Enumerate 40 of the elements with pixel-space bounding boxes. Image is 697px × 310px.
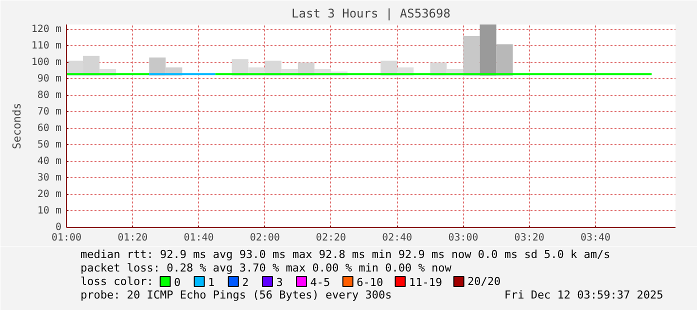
- x-tick-label: 03:40: [580, 232, 611, 244]
- y-tick-label: 60 m: [37, 122, 62, 134]
- x-tick-label: 02:40: [382, 232, 412, 244]
- x-tick-label: 03:20: [514, 232, 544, 244]
- legend-label: 0: [174, 276, 181, 289]
- chart-title: Last 3 Hours | AS53698: [292, 6, 450, 20]
- bar: [463, 36, 480, 76]
- y-tick-label: 80 m: [37, 90, 62, 101]
- text: median rtt: 92.9 ms avg 93.0 ms max 92.8 ms min 92.9 ms now 0.0 ms sd 5.0 k am/s: [80, 248, 610, 261]
- bar: [496, 44, 513, 76]
- x-tick-label: 02:00: [250, 232, 280, 244]
- text: packet loss: 0.28 % avg 3.70 % max 0.00 % min 0.00 % now: [80, 262, 452, 274]
- y-tick-label: 90 m: [37, 73, 62, 84]
- x-tick-label: 01:20: [118, 232, 148, 244]
- legend-label: 2: [242, 276, 249, 289]
- y-tick-label: 30 m: [37, 172, 62, 184]
- legend-label: 1: [208, 276, 215, 289]
- y-tick-label: 40 m: [37, 156, 62, 167]
- text: Fri Dec 12 03:59:37 2025: [504, 288, 664, 302]
- text: probe: 20 ICMP Echo Pings (56 Bytes) every 300s: [80, 288, 392, 302]
- y-tick-label: 50 m: [37, 139, 62, 150]
- x-tick-label: 02:20: [316, 232, 346, 244]
- legend-label: 11-19: [409, 276, 442, 289]
- legend-label: 6-10: [356, 276, 384, 289]
- legend-label: 3: [276, 276, 283, 289]
- legend-label: 4-5: [310, 276, 330, 289]
- x-tick-label: 03:00: [448, 232, 478, 244]
- y-axis-title: Seconds: [10, 102, 24, 150]
- y-tick-label: 100 m: [31, 56, 62, 68]
- legend-title: loss color:: [80, 275, 154, 288]
- x-tick-label: 01:40: [184, 232, 214, 244]
- bar: [480, 24, 496, 76]
- y-tick-label: 120 m: [31, 24, 62, 35]
- y-tick-label: 10 m: [37, 205, 62, 216]
- x-tick-label: 01:00: [51, 232, 82, 244]
- y-tick-label: 110 m: [31, 40, 62, 52]
- y-tick-label: 20 m: [37, 188, 62, 200]
- y-tick-label: 70 m: [37, 106, 62, 118]
- y-tick-label: 0: [55, 222, 62, 233]
- legend-label: 20/20: [468, 275, 501, 288]
